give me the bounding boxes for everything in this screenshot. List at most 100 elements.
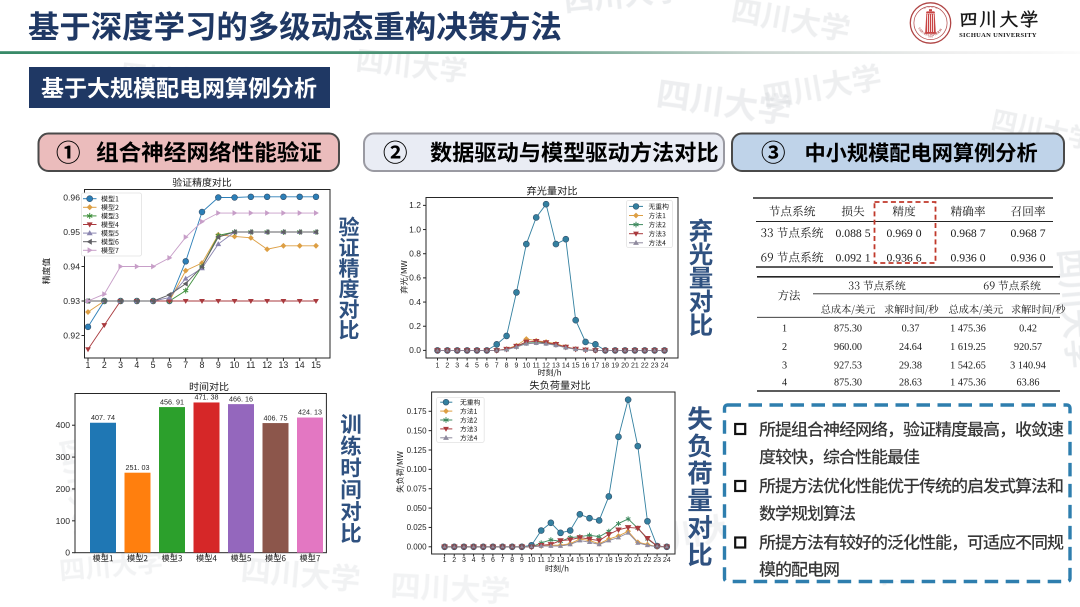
svg-text:20: 20 bbox=[621, 363, 629, 370]
svg-text:18: 18 bbox=[601, 363, 609, 370]
svg-text:456. 91: 456. 91 bbox=[160, 397, 184, 406]
svg-text:0.2: 0.2 bbox=[409, 321, 421, 331]
svg-text:4: 4 bbox=[472, 557, 476, 564]
svg-text:4: 4 bbox=[782, 378, 787, 389]
svg-text:15: 15 bbox=[311, 360, 321, 370]
svg-text:0.92: 0.92 bbox=[63, 331, 80, 341]
svg-text:3: 3 bbox=[118, 360, 123, 370]
svg-text:1: 1 bbox=[86, 360, 91, 370]
svg-text:24.64: 24.64 bbox=[899, 342, 922, 353]
svg-text:11: 11 bbox=[246, 360, 255, 370]
svg-text:471. 38: 471. 38 bbox=[195, 393, 219, 402]
svg-text:400: 400 bbox=[56, 420, 71, 430]
svg-text:14: 14 bbox=[566, 557, 574, 564]
svg-text:0.0: 0.0 bbox=[409, 345, 421, 355]
svg-text:466. 16: 466. 16 bbox=[229, 394, 253, 403]
svg-text:1: 1 bbox=[782, 323, 787, 334]
svg-text:19: 19 bbox=[611, 363, 619, 370]
svg-text:10: 10 bbox=[230, 360, 240, 370]
svg-text:300: 300 bbox=[56, 452, 71, 462]
svg-text:0.000: 0.000 bbox=[407, 543, 428, 552]
svg-text:0.95: 0.95 bbox=[63, 227, 80, 237]
svg-text:63.86: 63.86 bbox=[1017, 378, 1040, 389]
svg-text:0.025: 0.025 bbox=[407, 523, 428, 532]
svg-text:5: 5 bbox=[481, 557, 485, 564]
svg-text:16: 16 bbox=[586, 557, 594, 564]
svg-text:SICHUAN UNIVERSITY: SICHUAN UNIVERSITY bbox=[959, 32, 1037, 39]
svg-text:8: 8 bbox=[510, 557, 514, 564]
svg-text:11: 11 bbox=[538, 557, 545, 564]
svg-text:14: 14 bbox=[562, 363, 570, 370]
svg-text:0.088 5: 0.088 5 bbox=[835, 227, 870, 240]
svg-text:4: 4 bbox=[134, 360, 139, 370]
svg-text:0.969 0: 0.969 0 bbox=[886, 227, 921, 240]
svg-text:0.94: 0.94 bbox=[63, 262, 80, 272]
svg-text:10: 10 bbox=[522, 363, 530, 370]
svg-text:3: 3 bbox=[455, 363, 459, 370]
svg-text:2: 2 bbox=[782, 342, 787, 353]
svg-text:6: 6 bbox=[485, 363, 489, 370]
svg-text:12: 12 bbox=[262, 360, 272, 370]
svg-text:22: 22 bbox=[644, 557, 652, 564]
svg-text:13: 13 bbox=[552, 363, 560, 370]
svg-text:0.092 1: 0.092 1 bbox=[835, 252, 870, 265]
svg-text:0.968 7: 0.968 7 bbox=[950, 227, 985, 240]
svg-text:3: 3 bbox=[462, 557, 466, 564]
svg-text:0.936 0: 0.936 0 bbox=[1010, 252, 1045, 265]
svg-text:960.00: 960.00 bbox=[834, 342, 862, 353]
svg-text:3: 3 bbox=[782, 360, 787, 371]
svg-text:1: 1 bbox=[443, 557, 447, 564]
svg-text:17: 17 bbox=[595, 557, 603, 564]
svg-text:8: 8 bbox=[200, 360, 205, 370]
svg-text:10: 10 bbox=[528, 557, 536, 564]
svg-text:3 140.94: 3 140.94 bbox=[1010, 360, 1046, 371]
svg-text:0.075: 0.075 bbox=[407, 485, 428, 494]
svg-text:0.6: 0.6 bbox=[409, 273, 421, 283]
svg-text:200: 200 bbox=[56, 484, 71, 494]
svg-text:0.936 0: 0.936 0 bbox=[950, 252, 985, 265]
svg-text:~ ~ ~ ~: ~ ~ ~ ~ bbox=[923, 5, 939, 12]
svg-text:20: 20 bbox=[624, 557, 632, 564]
svg-text:12: 12 bbox=[547, 557, 555, 564]
svg-text:2: 2 bbox=[445, 363, 449, 370]
svg-text:0.175: 0.175 bbox=[407, 407, 428, 416]
svg-text:1 542.65: 1 542.65 bbox=[950, 360, 986, 371]
svg-text:0.125: 0.125 bbox=[407, 446, 428, 455]
svg-text:4: 4 bbox=[465, 363, 469, 370]
svg-text:21: 21 bbox=[631, 363, 639, 370]
svg-text:9: 9 bbox=[520, 557, 524, 564]
svg-text:22: 22 bbox=[641, 363, 649, 370]
svg-text:6: 6 bbox=[491, 557, 495, 564]
svg-text:424. 13: 424. 13 bbox=[298, 408, 322, 417]
svg-text:407. 74: 407. 74 bbox=[91, 413, 115, 422]
svg-text:875.30: 875.30 bbox=[834, 323, 862, 334]
svg-text:28.63: 28.63 bbox=[899, 378, 922, 389]
svg-text:0.37: 0.37 bbox=[902, 323, 920, 334]
svg-text:13: 13 bbox=[557, 557, 565, 564]
svg-text:1.2: 1.2 bbox=[409, 200, 421, 210]
svg-text:7: 7 bbox=[501, 557, 505, 564]
svg-text:0.42: 0.42 bbox=[1019, 323, 1037, 334]
svg-text:23: 23 bbox=[651, 363, 659, 370]
svg-text:9: 9 bbox=[515, 363, 519, 370]
svg-text:5: 5 bbox=[151, 360, 156, 370]
svg-text:12: 12 bbox=[542, 363, 550, 370]
svg-text:24: 24 bbox=[661, 363, 669, 370]
svg-text:7: 7 bbox=[183, 360, 188, 370]
svg-text:0.93: 0.93 bbox=[63, 296, 80, 306]
svg-text:1.0: 1.0 bbox=[409, 224, 421, 234]
svg-text:24: 24 bbox=[663, 557, 671, 564]
svg-text:1 475.36: 1 475.36 bbox=[950, 323, 986, 334]
svg-text:8: 8 bbox=[505, 363, 509, 370]
svg-text:0.050: 0.050 bbox=[407, 504, 428, 513]
svg-text:15: 15 bbox=[572, 363, 580, 370]
svg-text:1896: 1896 bbox=[928, 35, 934, 38]
svg-text:1 619.25: 1 619.25 bbox=[950, 342, 986, 353]
svg-text:23: 23 bbox=[653, 557, 661, 564]
svg-text:0.8: 0.8 bbox=[409, 249, 421, 259]
svg-text:14: 14 bbox=[295, 360, 305, 370]
svg-text:9: 9 bbox=[216, 360, 221, 370]
svg-text:2: 2 bbox=[102, 360, 107, 370]
svg-text:2: 2 bbox=[452, 557, 456, 564]
svg-text:29.38: 29.38 bbox=[899, 360, 922, 371]
